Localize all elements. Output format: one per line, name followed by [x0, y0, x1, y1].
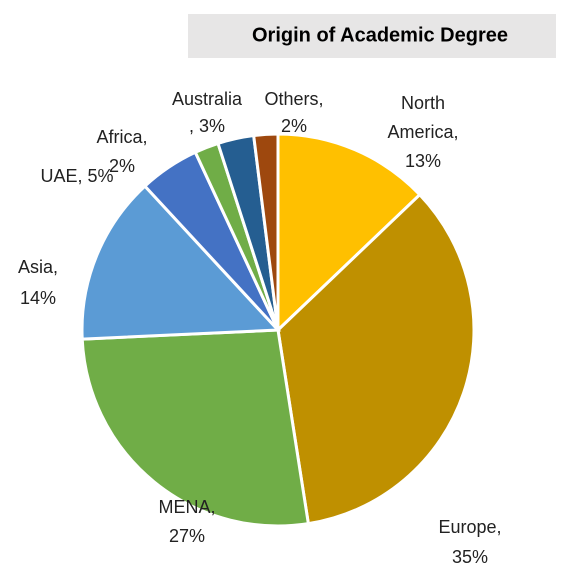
- pie-slice: [276, 132, 422, 334]
- pie-slice: [80, 328, 311, 528]
- data-label: Europe,: [438, 517, 501, 537]
- chart-title: Origin of Academic Degree: [252, 24, 508, 46]
- data-label: North: [401, 93, 445, 113]
- data-label: , 3%: [189, 116, 225, 136]
- pie-slice: [276, 192, 476, 526]
- data-label: 2%: [109, 156, 135, 176]
- data-label: 2%: [281, 116, 307, 136]
- data-label: 14%: [20, 288, 56, 308]
- data-label: MENA,: [158, 497, 215, 517]
- data-label: Africa,: [96, 127, 147, 147]
- data-label: Others,: [264, 89, 323, 109]
- data-label: UAE, 5%: [40, 166, 113, 186]
- data-label: Asia,: [18, 257, 58, 277]
- data-label: 27%: [169, 526, 205, 546]
- data-label: Australia: [172, 89, 243, 109]
- pie-slice: [80, 184, 282, 341]
- data-label: America,: [387, 122, 458, 142]
- pie-slice: [252, 132, 280, 331]
- data-label: 35%: [452, 547, 488, 567]
- title-box: [188, 14, 556, 58]
- data-label: 13%: [405, 151, 441, 171]
